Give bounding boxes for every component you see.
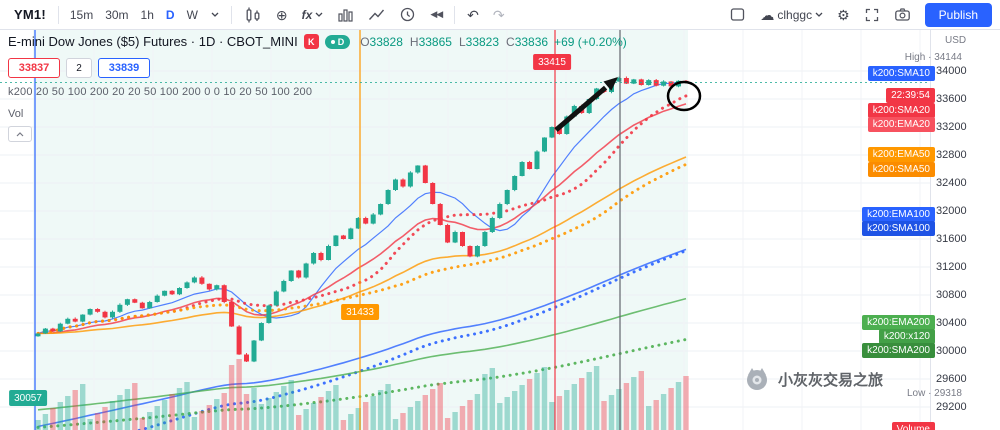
- timeframe-1h[interactable]: 1h: [140, 7, 154, 22]
- camera-icon: [894, 8, 910, 21]
- alert-button[interactable]: [393, 3, 422, 27]
- cat-camera-logo-icon: [747, 368, 767, 390]
- toolbar-left-group: YM1! 15m 30m 1h D W ⊕ fx: [8, 3, 511, 27]
- gear-icon: ⚙: [837, 6, 850, 23]
- settings-button[interactable]: ⚙: [831, 3, 856, 27]
- fullscreen-button[interactable]: [858, 3, 886, 27]
- indicator-params[interactable]: k200 20 50 100 200 20 20 50 100 200 0 0 …: [8, 86, 313, 98]
- legend-collapse: [8, 126, 32, 142]
- indicators-button[interactable]: fx: [296, 3, 330, 27]
- top-toolbar: YM1! 15m 30m 1h D W ⊕ fx: [0, 0, 1000, 30]
- timeframe-1w[interactable]: W: [186, 7, 198, 22]
- toolbar-right-group: ☁ clhggc ⚙ Publish: [723, 2, 992, 27]
- timeframe-1d[interactable]: D: [165, 7, 175, 22]
- publish-button[interactable]: Publish: [924, 2, 992, 27]
- fx-indicators-icon: fx: [301, 7, 313, 22]
- columns-icon: [338, 9, 353, 22]
- bar-replay-button[interactable]: ◀◀: [424, 3, 448, 27]
- separator: [57, 5, 59, 24]
- quantity-field[interactable]: 2: [66, 58, 92, 78]
- ohlc-item: O33828: [360, 34, 403, 49]
- watermark-text: 小灰灰交易之旅: [778, 371, 884, 389]
- symbol-button[interactable]: YM1!: [14, 7, 46, 22]
- chart-legend: E-mini Dow Jones ($5) Futures · 1D · CBO…: [8, 34, 627, 49]
- status-dot-icon: [330, 39, 335, 44]
- separator: [454, 5, 456, 24]
- chevron-up-icon: [16, 131, 24, 136]
- chevron-down-icon: [211, 12, 219, 17]
- cloud-save-button[interactable]: ☁ clhggc: [754, 3, 829, 27]
- fullscreen-icon: [865, 8, 878, 21]
- ohlc-item: C33836: [506, 34, 549, 49]
- undo-button[interactable]: ↶: [461, 3, 485, 27]
- cloud-layout-name: clhggc: [777, 7, 813, 22]
- indicator-legend: k200 20 50 100 200 20 20 50 100 200 0 0 …: [8, 86, 312, 98]
- buy-button[interactable]: 33839: [98, 58, 150, 78]
- chevron-down-icon: [815, 12, 823, 17]
- layout-icon: [731, 8, 745, 21]
- layout-button[interactable]: [723, 3, 752, 27]
- plus-circle-icon: ⊕: [275, 6, 288, 23]
- undo-icon: ↶: [467, 6, 479, 23]
- replay-icon: ◀◀: [430, 9, 443, 19]
- cloud-icon: ☁: [760, 6, 775, 23]
- snapshot-button[interactable]: [888, 3, 917, 27]
- broker-logo-icon: K: [303, 34, 319, 49]
- volume-legend: Vol: [8, 108, 23, 120]
- symbol-title[interactable]: E-mini Dow Jones ($5) Futures · 1D · CBO…: [8, 34, 298, 49]
- candlestick-icon: [246, 7, 260, 22]
- chart-canvas[interactable]: [0, 30, 930, 430]
- indicator-templates-button[interactable]: [331, 3, 360, 27]
- ohlc-item: L33823: [458, 34, 500, 49]
- trade-buttons: 33837 2 33839: [8, 58, 150, 78]
- redo-button[interactable]: ↷: [487, 3, 511, 27]
- currency-label: USD: [945, 35, 967, 46]
- zigzag-icon: [369, 9, 385, 20]
- timeframe-15m[interactable]: 15m: [69, 7, 94, 22]
- data-mode-badge: D: [324, 34, 351, 49]
- timeframe-menu-button[interactable]: [205, 3, 225, 27]
- chart-style-button[interactable]: [238, 3, 268, 27]
- collapse-legend-button[interactable]: [8, 126, 32, 142]
- sell-button[interactable]: 33837: [8, 58, 60, 78]
- volume-label[interactable]: Vol: [8, 108, 24, 120]
- timeframe-30m[interactable]: 30m: [105, 7, 129, 22]
- line-tools-button[interactable]: [362, 3, 391, 27]
- chevron-down-icon: [315, 12, 323, 17]
- compare-button[interactable]: ⊕: [270, 3, 294, 27]
- redo-icon: ↷: [492, 6, 505, 23]
- ohlc-values: O33828 H33865 L33823 C33836: [360, 35, 548, 49]
- ohlc-item: H33865: [409, 34, 452, 49]
- separator: [230, 5, 232, 24]
- alert-clock-icon: [401, 7, 415, 22]
- change-value: +69 (+0.20%): [554, 34, 627, 49]
- price-axis[interactable]: USD: [930, 30, 1000, 430]
- channel-watermark: 小灰灰交易之旅: [744, 366, 883, 392]
